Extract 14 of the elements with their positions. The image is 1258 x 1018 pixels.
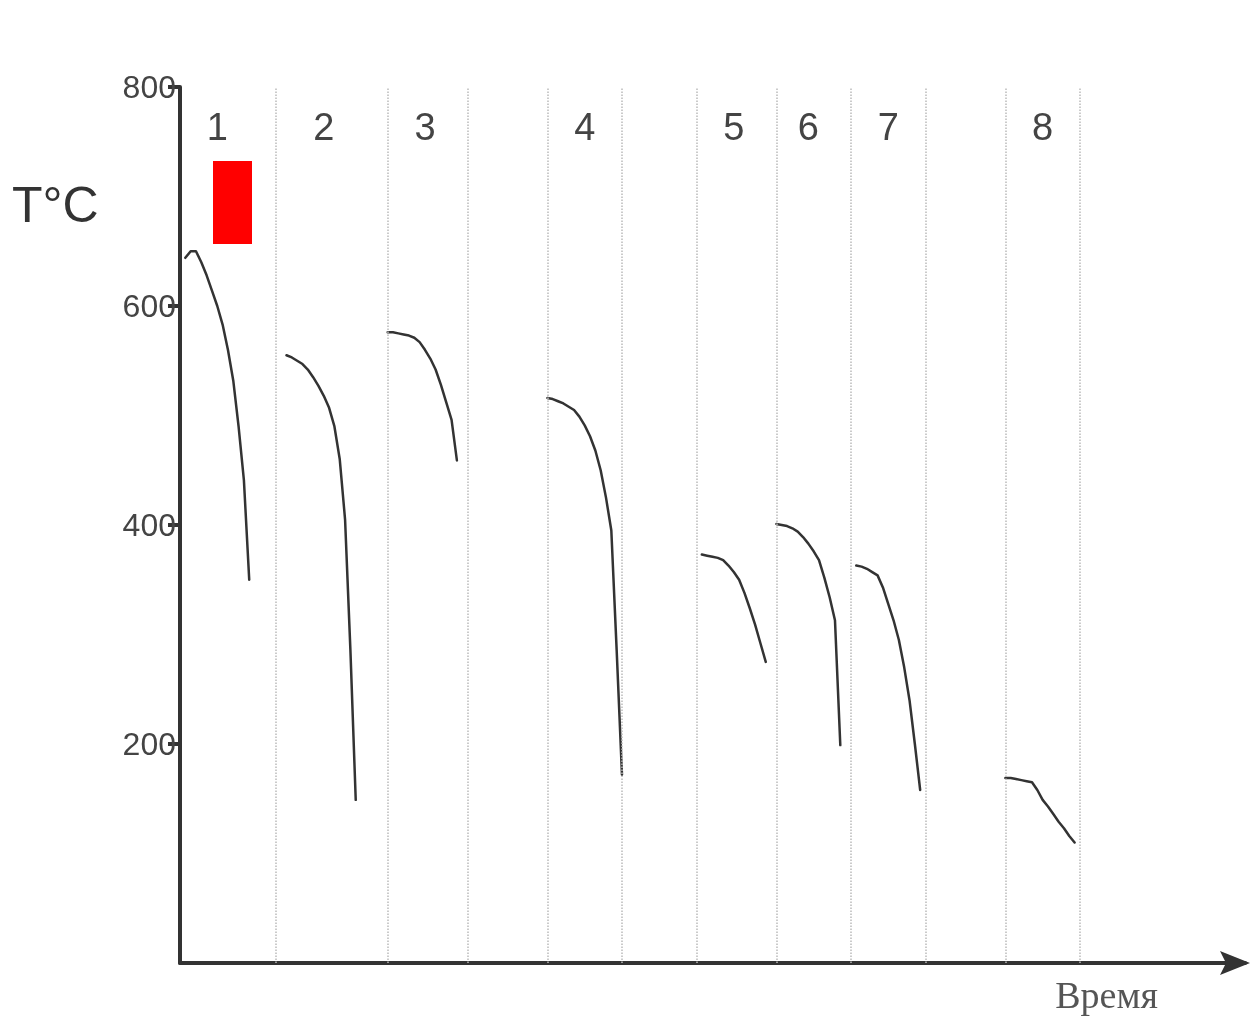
y-tick-label: 800: [122, 69, 176, 105]
y-tick-label: 400: [122, 507, 176, 543]
annotation: 7: [877, 106, 899, 148]
annotation: 8: [1032, 106, 1054, 148]
annotation: 6: [797, 106, 819, 148]
annotation: 1: [206, 106, 228, 148]
y-axis-title: T°C: [12, 177, 99, 233]
y-tick-label: 600: [122, 288, 176, 324]
annotation: 2: [313, 106, 335, 148]
annotation: 3: [414, 106, 436, 148]
x-axis-title: Время: [1055, 974, 1159, 1016]
y-tick-label: 200: [122, 726, 176, 762]
annotation: 5: [723, 106, 745, 148]
annotation: 4: [574, 106, 596, 148]
